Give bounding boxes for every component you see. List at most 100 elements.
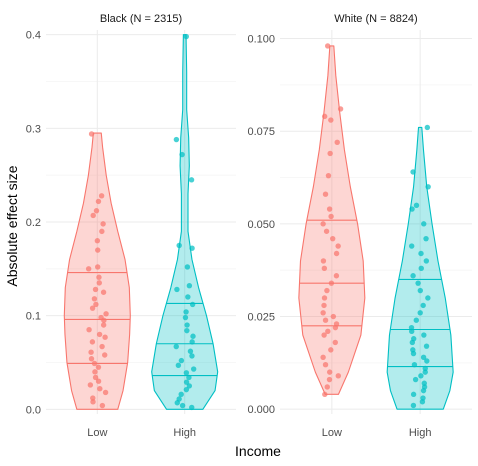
data-point [182, 314, 189, 321]
y-tick-label: 0.075 [247, 126, 275, 138]
y-tick-label: 0.1 [26, 311, 41, 323]
data-point [178, 357, 185, 364]
data-point [179, 402, 186, 409]
data-point [102, 334, 108, 340]
data-point [411, 362, 418, 368]
data-point [88, 356, 95, 362]
y-tick-label: 0.050 [247, 219, 275, 231]
data-point [174, 286, 180, 293]
data-point [322, 317, 329, 323]
data-point [183, 386, 190, 393]
data-point [173, 136, 180, 143]
data-point [90, 212, 96, 219]
data-point [321, 295, 328, 301]
data-point [327, 150, 333, 157]
y-tick-label: 0.4 [26, 30, 41, 42]
data-point [88, 349, 94, 355]
data-point [322, 391, 328, 398]
data-point [335, 243, 341, 249]
data-point [326, 369, 333, 375]
data-point [334, 139, 340, 146]
data-point [325, 43, 331, 49]
data-point [89, 305, 96, 311]
data-point [415, 280, 421, 286]
data-point [425, 184, 431, 190]
data-point [330, 235, 336, 242]
data-point [422, 365, 428, 372]
data-point [420, 354, 427, 360]
panel-black: 0.0 0.1 0.2 0.3 0.4 Black (N = 2315) Low High [26, 13, 236, 439]
x-tick-label: High [409, 427, 432, 439]
panel-title: White (N = 8824) [334, 13, 417, 25]
data-point [417, 310, 423, 316]
data-point [189, 245, 195, 251]
data-point [186, 282, 193, 289]
data-point [321, 302, 327, 309]
data-point [101, 317, 107, 324]
data-point [103, 311, 109, 317]
data-point [94, 264, 101, 270]
data-point [420, 387, 427, 394]
data-point [189, 353, 195, 359]
violin-high [386, 124, 454, 410]
data-point [332, 324, 339, 331]
data-point [94, 238, 101, 244]
data-point [89, 339, 96, 345]
data-point [186, 374, 192, 381]
data-point [332, 339, 338, 346]
data-point [96, 331, 103, 338]
data-point [410, 273, 416, 279]
data-point [326, 206, 333, 212]
data-point [333, 273, 340, 279]
data-point [190, 333, 196, 339]
panel-white: 0.000 0.025 0.050 0.075 0.100 White (N = 8824… [247, 13, 472, 439]
y-tick-label: 0.0 [26, 404, 41, 416]
data-point [328, 213, 334, 220]
data-point [90, 399, 96, 405]
violin-low [298, 43, 366, 398]
data-point [322, 362, 329, 368]
data-point [92, 369, 98, 375]
x-axis-title: Income [235, 443, 281, 459]
data-point [96, 280, 103, 286]
data-point [185, 294, 191, 300]
data-point [102, 389, 109, 396]
data-point [325, 172, 332, 179]
data-point [425, 295, 431, 301]
x-tick-label: High [173, 427, 196, 439]
x-tick-label: Low [322, 427, 342, 439]
data-point [91, 296, 98, 302]
data-point [92, 374, 99, 381]
data-point [413, 317, 420, 323]
y-tick-label: 0.3 [26, 123, 41, 135]
data-point [424, 358, 430, 364]
data-point [85, 266, 92, 272]
data-point [99, 343, 105, 350]
data-point [86, 327, 92, 333]
data-point [423, 235, 429, 242]
data-point [189, 404, 195, 411]
data-point [88, 131, 95, 137]
data-point [96, 274, 102, 280]
data-point [183, 33, 189, 40]
violin-body [151, 34, 219, 410]
data-point [183, 379, 190, 385]
violin-low [63, 131, 131, 410]
data-point [422, 369, 428, 375]
data-point [183, 370, 190, 376]
y-tick-label: 0.000 [247, 404, 275, 416]
data-point [410, 169, 416, 175]
data-point [91, 360, 98, 367]
data-point [187, 348, 194, 354]
data-point [333, 250, 340, 257]
data-point [421, 221, 427, 227]
data-point [321, 113, 328, 120]
data-point [413, 202, 420, 209]
data-point [99, 402, 106, 409]
data-point [335, 373, 342, 379]
data-point [100, 221, 106, 227]
data-point [321, 332, 327, 338]
data-point [184, 264, 191, 270]
